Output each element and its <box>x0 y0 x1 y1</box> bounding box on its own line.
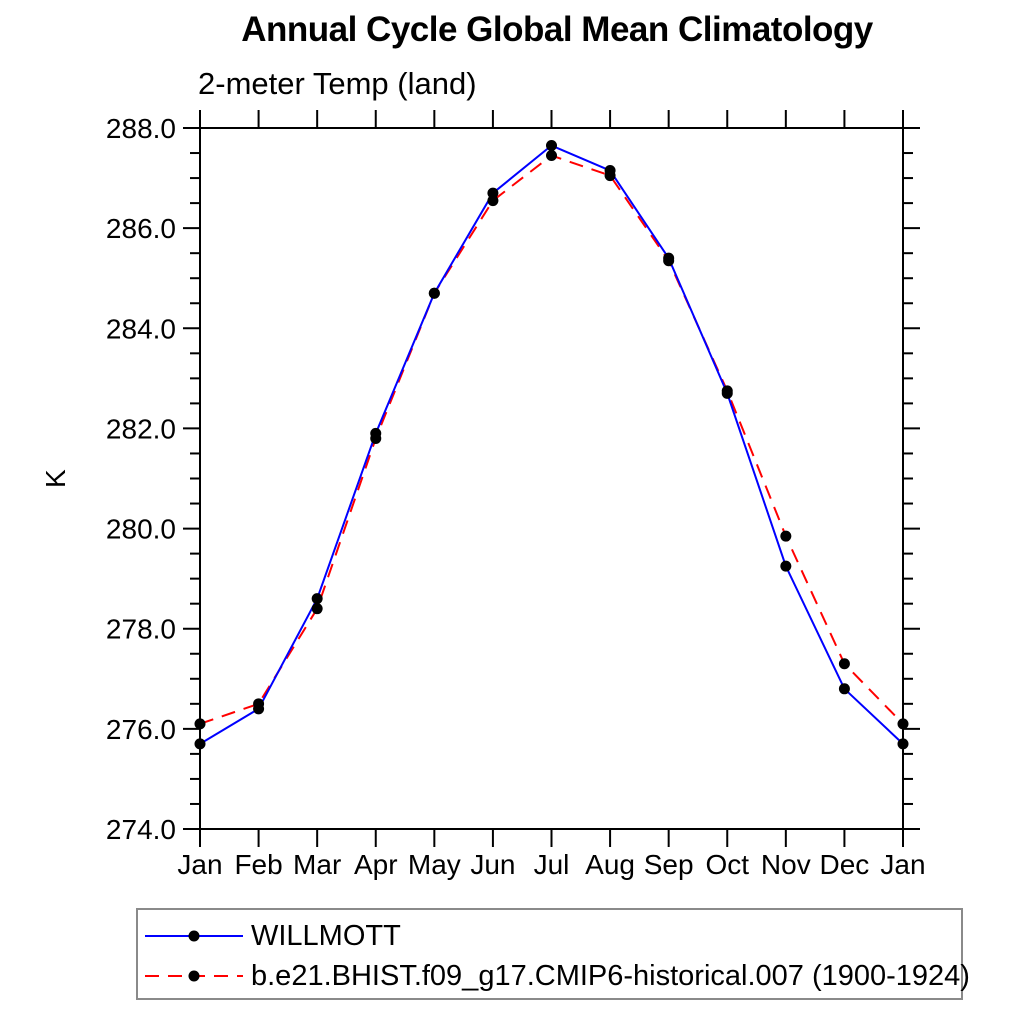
x-tick-label: Feb <box>234 849 282 880</box>
legend-item-model: b.e21.BHIST.f09_g17.CMIP6-historical.007… <box>141 958 970 994</box>
x-tick-label: Apr <box>354 849 398 880</box>
data-point-marker-model <box>311 603 323 615</box>
y-tick-label: 276.0 <box>106 714 176 745</box>
data-point-marker-model <box>546 150 557 162</box>
y-tick-label: 288.0 <box>106 113 176 144</box>
legend-line-sample-solid <box>145 930 243 942</box>
data-point-marker-model <box>663 255 675 267</box>
x-tick-label: Jun <box>470 849 515 880</box>
data-point-marker-model <box>253 698 265 710</box>
legend-marker-icon <box>188 930 200 942</box>
plot-frame <box>199 127 904 830</box>
data-point-marker-willmott <box>780 560 792 572</box>
x-tick-label: Mar <box>293 849 341 880</box>
y-tick-label: 278.0 <box>106 614 176 645</box>
legend-line-sample-dashed <box>145 970 243 982</box>
data-point-marker-model <box>604 170 616 182</box>
chart-title: Annual Cycle Global Mean Climatology <box>241 10 873 49</box>
x-tick-label: Nov <box>761 849 811 880</box>
legend-item-willmott: WILLMOTT <box>141 918 401 954</box>
data-point-marker-model <box>370 432 382 444</box>
x-tick-label: Jan <box>177 849 222 880</box>
x-tick-label: Aug <box>585 849 635 880</box>
x-tick-label: Sep <box>644 849 694 880</box>
chart-subtitle: 2-meter Temp (land) <box>198 66 477 101</box>
data-point-marker-model <box>487 195 499 207</box>
y-tick-label: 284.0 <box>106 313 176 344</box>
data-point-marker-willmott <box>838 683 850 695</box>
data-point-marker-model <box>721 385 733 397</box>
legend-label-willmott: WILLMOTT <box>251 919 401 952</box>
data-point-marker-model <box>838 658 850 670</box>
series-line-willmott <box>199 144 904 745</box>
legend-label-model: b.e21.BHIST.f09_g17.CMIP6-historical.007… <box>251 959 970 992</box>
legend-marker-icon <box>188 970 200 982</box>
data-point-marker-model <box>194 718 206 730</box>
data-point-marker-model <box>780 530 792 542</box>
y-tick-label: 274.0 <box>106 814 176 845</box>
legend-box: WILLMOTT b.e21.BHIST.f09_g17.CMIP6-histo… <box>136 908 970 1000</box>
x-tick-label: Jan <box>880 849 925 880</box>
y-tick-label: 280.0 <box>106 514 176 545</box>
x-tick-label: May <box>408 849 461 880</box>
x-tick-label: Oct <box>705 849 749 880</box>
data-point-marker-willmott <box>546 140 557 152</box>
series-line-model <box>199 154 904 725</box>
data-point-marker-model <box>897 718 909 730</box>
data-point-marker-willmott <box>194 738 206 750</box>
y-tick-label: 282.0 <box>106 413 176 444</box>
data-point-marker-model <box>428 287 440 299</box>
y-tick-label: 286.0 <box>106 213 176 244</box>
data-point-marker-willmott <box>311 593 323 605</box>
x-tick-label: Jul <box>534 849 570 880</box>
data-point-marker-willmott <box>897 738 909 750</box>
x-tick-label: Dec <box>820 849 870 880</box>
